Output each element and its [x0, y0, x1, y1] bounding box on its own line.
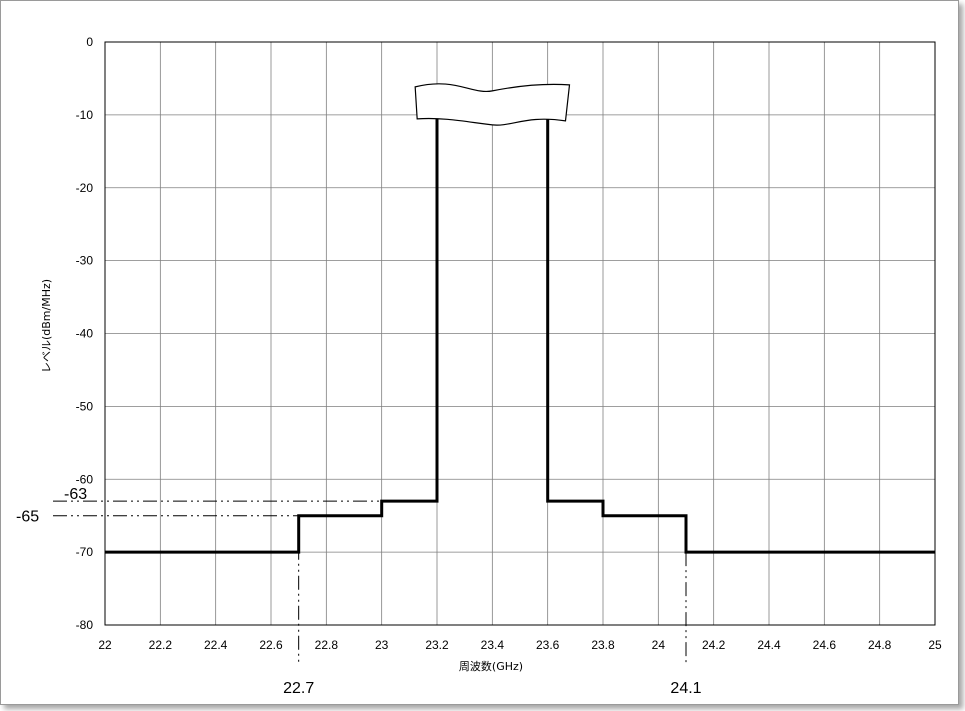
x-tick-label: 24.8 — [868, 638, 892, 652]
x-tick-label: 24.4 — [757, 638, 781, 652]
y-tick-label: -70 — [76, 545, 94, 559]
y-tick-label: -20 — [76, 181, 94, 195]
x-tick-label: 22 — [98, 638, 112, 652]
y-tick-label: 0 — [86, 35, 93, 49]
x-tick-label: 23.6 — [536, 638, 560, 652]
plot-border — [104, 41, 936, 626]
x-tick-label: 24.2 — [702, 638, 726, 652]
y-tick-label: -10 — [76, 108, 94, 122]
y-tick-label: -40 — [76, 327, 94, 341]
y-tick-label: -50 — [76, 399, 94, 413]
y-axis-label: レベル(dBm/MHz) — [40, 279, 53, 373]
x-axis-label: 周波数(GHz) — [459, 660, 523, 673]
y-tick-label: -30 — [76, 254, 94, 268]
x-tick-label: 22.6 — [259, 638, 283, 652]
x-tick-label: 23 — [375, 638, 389, 652]
reference-label-x: 22.7 — [283, 680, 314, 697]
x-tick-label: 23.2 — [425, 638, 449, 652]
reference-label-x: 24.1 — [670, 680, 701, 697]
x-tick-label: 22.2 — [149, 638, 173, 652]
x-tick-label: 25 — [928, 638, 942, 652]
reference-label-y: -65 — [16, 509, 39, 526]
x-tick-label: 24.6 — [813, 638, 837, 652]
y-tick-label: -80 — [76, 618, 94, 632]
axis-break-symbol — [414, 83, 571, 126]
x-tick-label: 22.8 — [315, 638, 339, 652]
x-tick-label: 23.4 — [481, 638, 505, 652]
y-tick-label: -60 — [76, 472, 94, 486]
x-tick-label: 24 — [652, 638, 666, 652]
reference-label-y: -63 — [64, 486, 87, 503]
x-tick-label: 22.4 — [204, 638, 228, 652]
x-tick-label: 23.8 — [591, 638, 615, 652]
